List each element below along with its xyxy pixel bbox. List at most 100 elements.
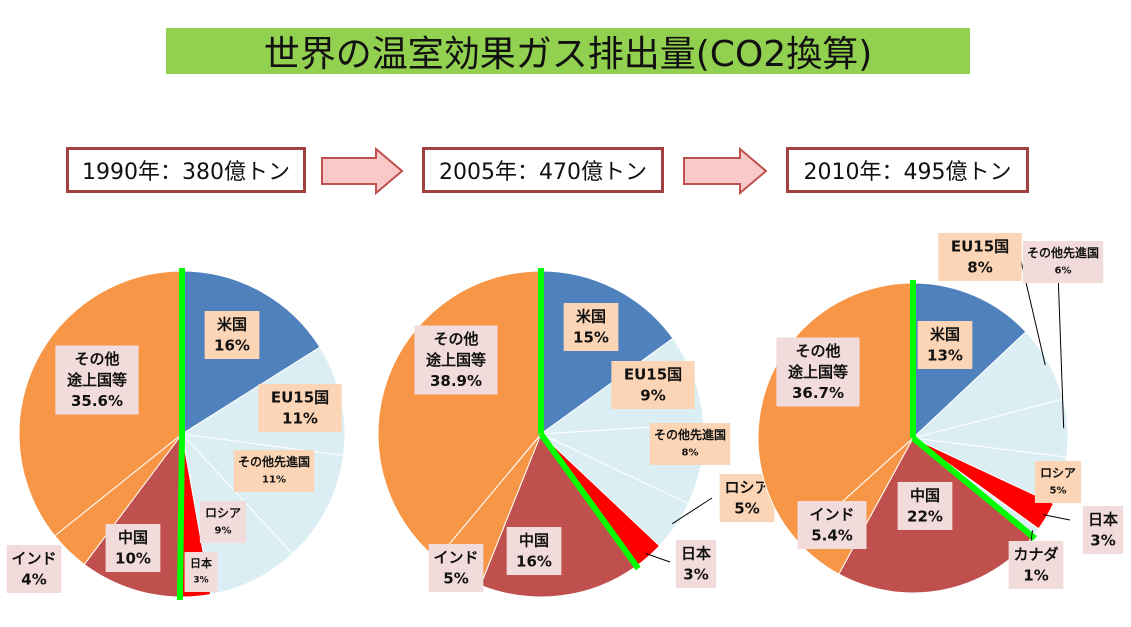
slice-name: ロシア <box>724 479 769 497</box>
slice-value: 10% <box>115 550 151 568</box>
slice-value: 5% <box>443 570 468 588</box>
label-box <box>105 524 161 572</box>
label-box <box>1082 506 1124 554</box>
slice-name: その他 <box>433 330 478 348</box>
label-box <box>184 552 218 592</box>
label-box <box>917 321 973 369</box>
slice-value: 38.9% <box>430 372 482 390</box>
slice-value: 4% <box>21 571 46 589</box>
pie-chart-1990: 米国 16% EU15国 11% その他先進国 11% ロシア 9% 日本 3% 中国 10% インド 4… <box>6 268 346 601</box>
slice-name: インド <box>11 550 56 568</box>
slice-value: 15% <box>573 329 609 347</box>
slice-name: カナダ <box>1013 546 1058 564</box>
slice-label-russia: ロシア 5% <box>1034 461 1082 503</box>
pie-chart-2005: 米国 15% EU15国 9% その他先進国 8% ロシア 5% 日本 3% 中国 16% インド 5% そ… <box>377 268 775 598</box>
slice-value: 9% <box>640 387 665 405</box>
slice-name: 米国 <box>576 308 606 326</box>
slice-value: 16% <box>214 337 250 355</box>
label-box <box>649 423 731 465</box>
slice-name: 日本 <box>681 545 711 563</box>
leader-line <box>1057 271 1065 429</box>
slice-label-usa: 米国 16% <box>204 311 260 359</box>
label-box <box>233 450 315 492</box>
slice-value: 5% <box>734 500 759 518</box>
slice-name: 中国 <box>118 529 148 547</box>
slice-value: 35.6% <box>71 392 123 410</box>
slice-label-india: インド 4% <box>6 545 62 593</box>
slice-value: 3% <box>1090 532 1115 550</box>
label-box <box>675 540 717 588</box>
label-box <box>897 482 953 530</box>
slice-name: 米国 <box>217 316 247 334</box>
slice-name: その他先進国 <box>1027 245 1099 260</box>
slice-name: その他先進国 <box>238 454 310 469</box>
pie-chart-2010: 米国 13% EU15国 8% その他先進国 6% ロシア 5% 日本 3% カナダ 1% 中国 22% イ… <box>757 233 1124 594</box>
divider-line <box>911 435 1037 541</box>
slice-value: 5.4% <box>811 527 853 545</box>
label-box <box>258 384 342 432</box>
label-box <box>797 501 867 549</box>
slice-value: 3% <box>193 576 208 586</box>
slice-name: 日本 <box>1088 511 1118 529</box>
label-box <box>938 233 1022 281</box>
slice-name: 途上国等 <box>67 371 127 389</box>
slice-label-japan: 日本 3% <box>1082 506 1124 554</box>
label-box <box>414 325 498 395</box>
slice-value: 8% <box>682 448 699 459</box>
slice-label-japan: 日本 3% <box>184 552 218 592</box>
slice-value: 3% <box>683 566 708 584</box>
slice-label-china: 中国 22% <box>897 482 953 530</box>
leader-line <box>1043 514 1071 521</box>
slice-name: その他先進国 <box>654 427 726 442</box>
slice-name: その他 <box>74 350 119 368</box>
slice-name: EU15国 <box>624 366 682 384</box>
slice-name: 日本 <box>190 556 212 570</box>
slice-label-eu15: EU15国 11% <box>258 384 342 432</box>
slice-value: 36.7% <box>792 384 844 402</box>
slice-name: ロシア <box>1040 466 1076 480</box>
slice-label-usa: 米国 13% <box>917 321 973 369</box>
label-box <box>55 345 139 415</box>
slice-value: 6% <box>1055 266 1072 277</box>
slice-value: 13% <box>927 347 963 365</box>
slice-name: EU15国 <box>271 389 329 407</box>
period-1990-box: 1990年：380億トン <box>66 147 306 193</box>
slice-name: インド <box>433 549 478 567</box>
slice-label-other-developed: その他先進国 11% <box>233 450 315 492</box>
slice-label-russia: ロシア 9% <box>199 501 247 543</box>
slice-value: 11% <box>262 475 286 486</box>
label-box <box>563 303 619 351</box>
label-box <box>199 501 247 543</box>
label-box <box>1008 541 1064 589</box>
slice-value: 22% <box>907 508 943 526</box>
divider-line <box>176 433 185 601</box>
label-box <box>204 311 260 359</box>
slice-value: 1% <box>1023 567 1048 585</box>
slice-name: 中国 <box>519 532 549 550</box>
slice-name: その他 <box>795 342 840 360</box>
slice-name: 中国 <box>910 487 940 505</box>
period-2010-box: 2010年：495億トン <box>786 147 1029 193</box>
slice-name: 途上国等 <box>426 351 486 369</box>
slice-label-canada: カナダ 1% <box>1008 541 1064 589</box>
period-2005-box: 2005年：470億トン <box>422 147 664 193</box>
slice-label-other-developed: その他先進国 8% <box>649 423 731 465</box>
label-box <box>428 544 484 592</box>
slice-label-eu15: EU15国 8% <box>938 233 1022 281</box>
slice-value: 5% <box>1050 486 1067 497</box>
divider-line <box>538 432 641 571</box>
slice-label-other-developed: その他先進国 6% <box>1022 241 1104 283</box>
slice-name: インド <box>809 506 854 524</box>
slice-name: 途上国等 <box>788 363 848 381</box>
slice-value: 9% <box>215 526 232 537</box>
leader-line <box>1017 247 1046 366</box>
leader-line <box>672 497 713 525</box>
slice-label-usa: 米国 15% <box>563 303 619 351</box>
label-box <box>611 361 695 409</box>
label-box <box>1022 241 1104 283</box>
slice-label-china: 中国 16% <box>506 527 562 575</box>
